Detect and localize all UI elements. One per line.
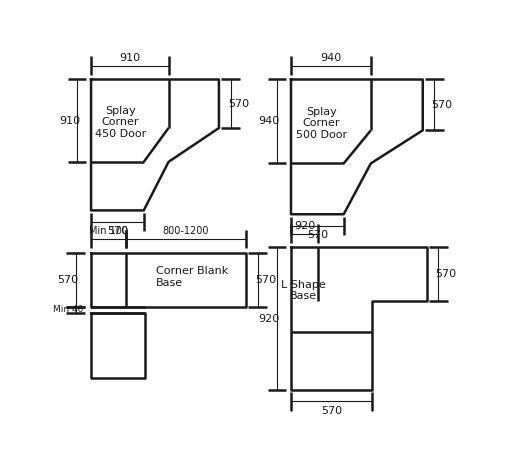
Text: 940: 940 xyxy=(320,53,341,63)
Text: 570: 570 xyxy=(307,230,328,240)
Text: L Shape
Base: L Shape Base xyxy=(281,280,325,301)
Text: 940: 940 xyxy=(259,117,280,126)
Text: 570: 570 xyxy=(255,274,276,285)
Text: 570: 570 xyxy=(436,269,456,279)
Text: Min 40: Min 40 xyxy=(52,305,83,314)
Text: 800-1200: 800-1200 xyxy=(163,226,209,236)
Text: 570: 570 xyxy=(228,99,249,109)
Text: 920: 920 xyxy=(259,313,280,323)
Text: 920: 920 xyxy=(294,221,315,231)
Text: 910: 910 xyxy=(119,53,140,63)
Text: 570: 570 xyxy=(321,406,342,415)
Text: 570: 570 xyxy=(107,226,128,236)
Text: Splay
Corner
500 Door: Splay Corner 500 Door xyxy=(296,107,347,140)
Text: Min 100: Min 100 xyxy=(89,226,128,236)
Text: 570: 570 xyxy=(57,274,78,285)
Text: 910: 910 xyxy=(59,116,80,125)
Text: 570: 570 xyxy=(431,100,453,110)
Text: Splay
Corner
450 Door: Splay Corner 450 Door xyxy=(95,106,146,139)
Text: Corner Blank
Base: Corner Blank Base xyxy=(156,266,228,288)
